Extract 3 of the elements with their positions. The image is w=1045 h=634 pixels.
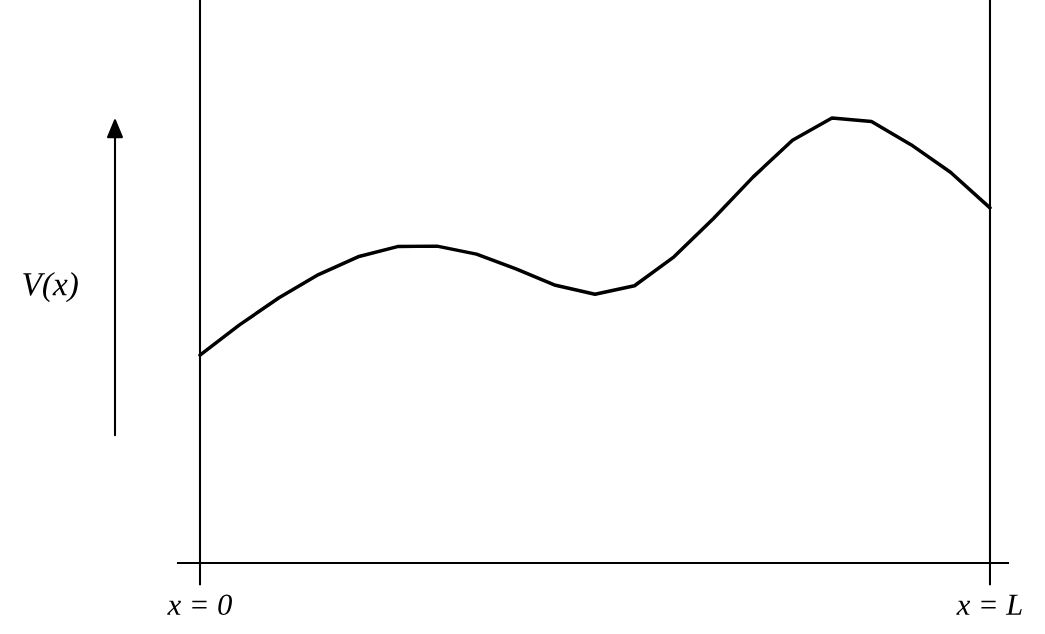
text: x = L [956,594,1022,615]
text: x = 0 [167,594,232,616]
y-axis-title: V(x) [23,272,78,303]
